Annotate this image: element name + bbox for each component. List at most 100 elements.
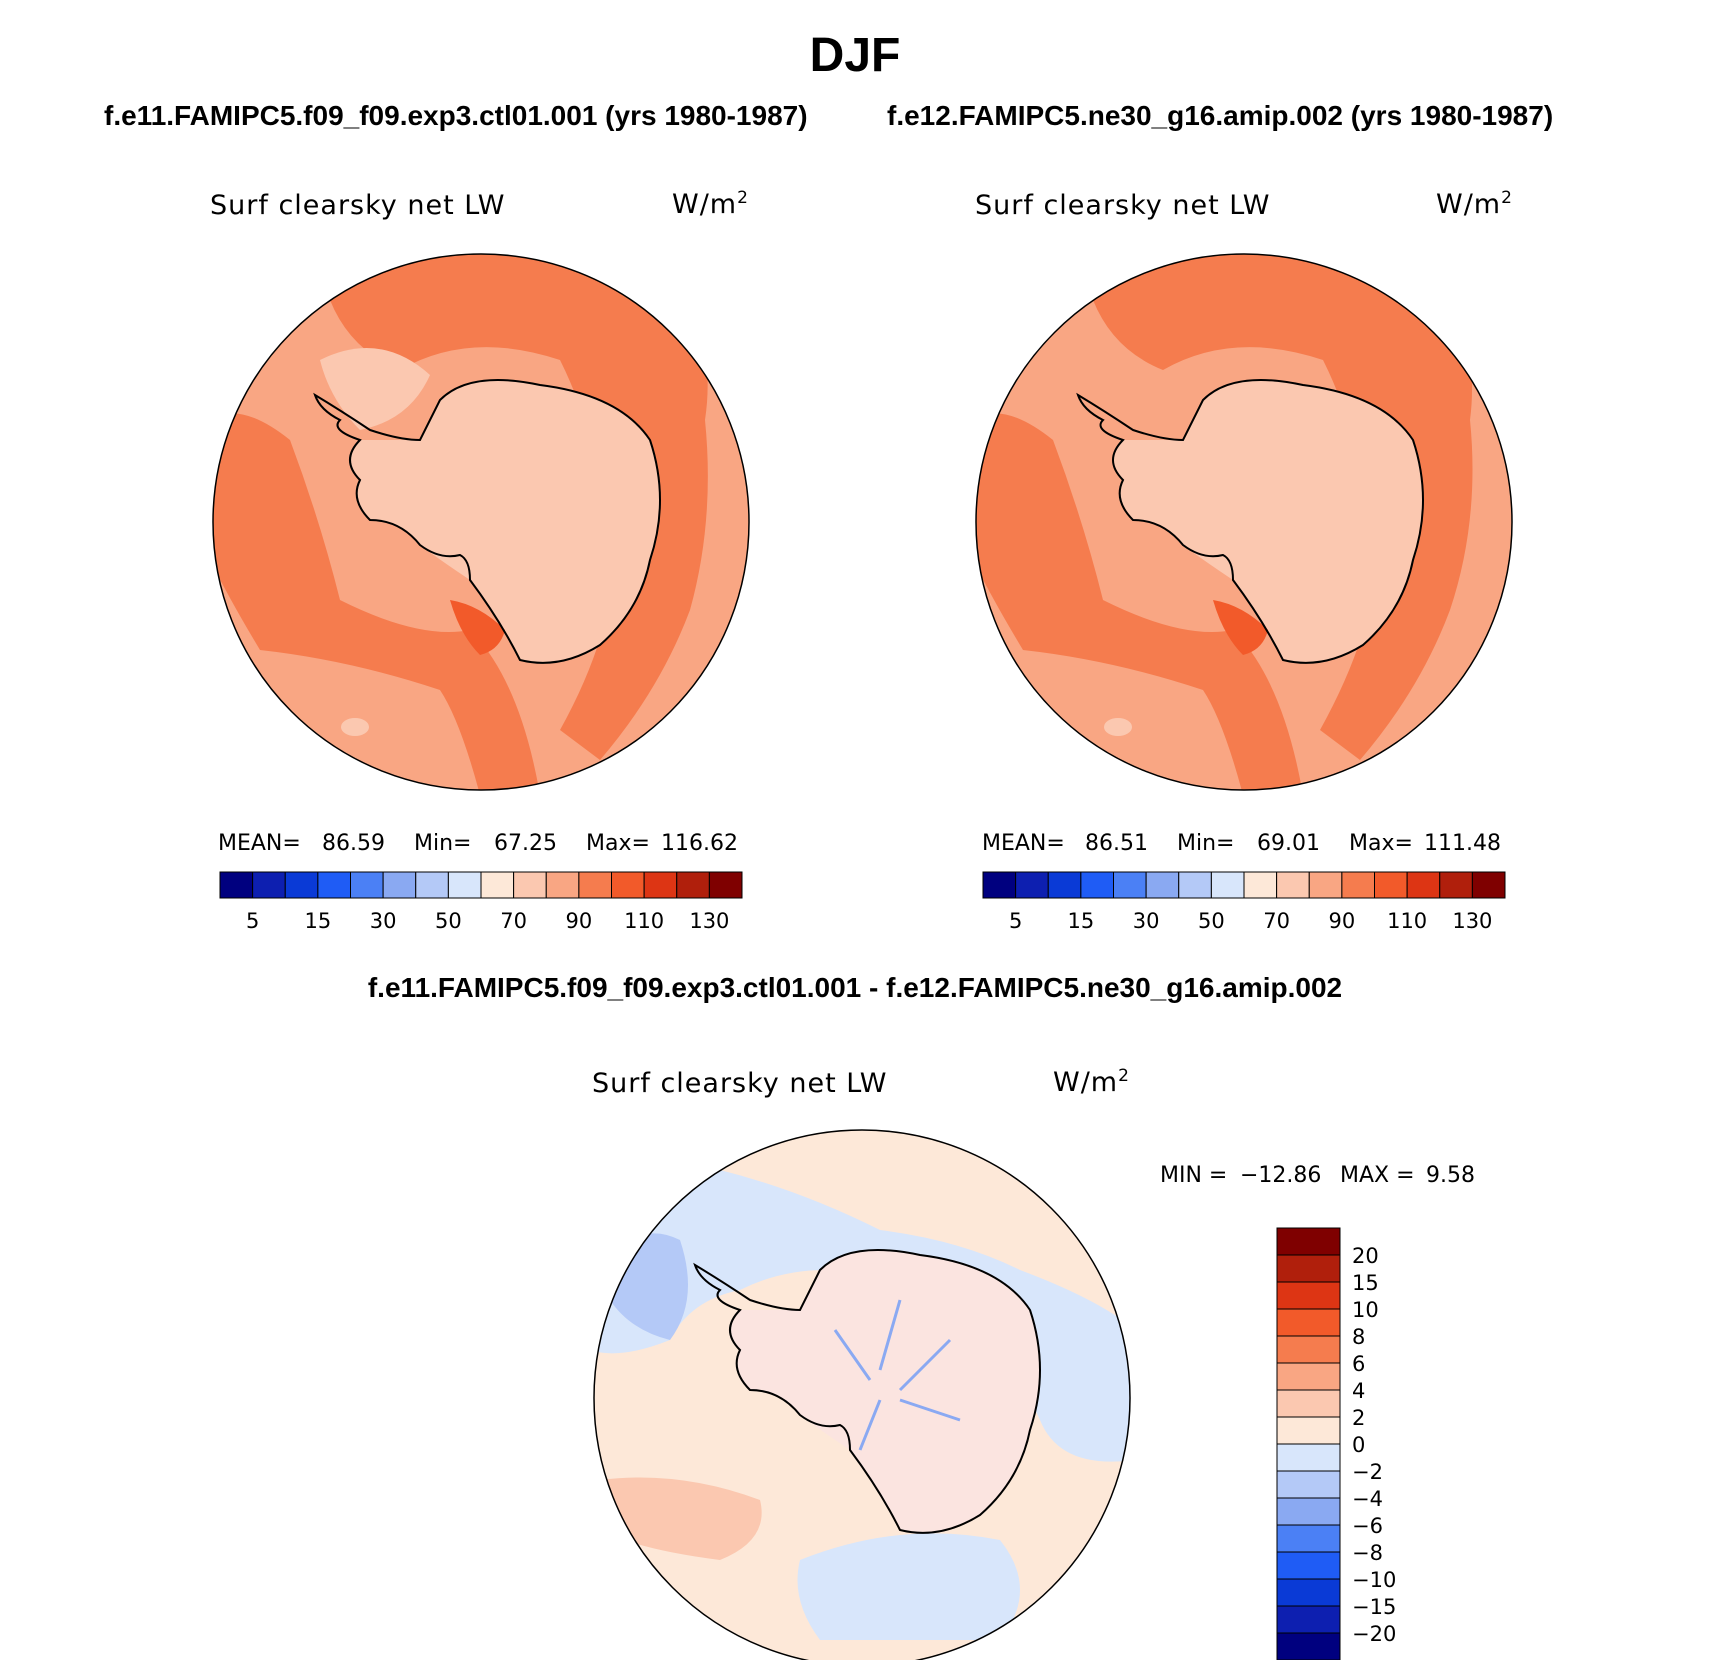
panel3-max-label: MAX = — [1340, 1163, 1415, 1188]
case2-title: f.e12.FAMIPC5.ne30_g16.amip.002 (yrs 198… — [887, 100, 1554, 131]
panel1-peninsula-zone — [320, 348, 430, 430]
panel1-colorbar-tick-label: 15 — [305, 909, 332, 933]
panel3-colorbar-tick-label: −8 — [1352, 1541, 1383, 1565]
panel2-colorbar-swatch — [982, 871, 1017, 899]
panel1-min-label: Min= — [414, 831, 472, 856]
panel3-colorbar-tick-label: 15 — [1352, 1271, 1379, 1295]
panel2-max-label: Max= — [1349, 831, 1413, 856]
panel2-mean-value: 86.51 — [1085, 831, 1148, 856]
panel2-colorbar-tick-label: 70 — [1263, 909, 1290, 933]
panel1-colorbar-tick-label: 30 — [370, 909, 397, 933]
panel2-map-border — [975, 253, 1513, 791]
panel2-map — [975, 253, 1513, 791]
panel2-min-value: 69.01 — [1257, 831, 1320, 856]
panel3-min-label: MIN = — [1160, 1163, 1228, 1188]
panel1-max-label: Max= — [586, 831, 650, 856]
panel1-colorbar-swatch — [382, 871, 417, 899]
panel2-colorbar-tick-label: 90 — [1329, 909, 1356, 933]
panel3-colorbar-swatch — [1276, 1389, 1341, 1418]
panel2-colorbar-tick-label: 110 — [1387, 909, 1427, 933]
panel1-colorbar: 5 15 30 50 70 90 110 130 — [219, 871, 743, 933]
panel1-colorbar-swatch — [676, 871, 710, 899]
panel3-antarctica-field — [730, 1250, 1040, 1533]
panel3-colorbar-swatch — [1276, 1416, 1341, 1445]
panel1-colorbar-swatch — [317, 871, 351, 899]
panel2-min-label: Min= — [1177, 831, 1235, 856]
panel1-mean-label: MEAN= — [218, 831, 301, 856]
panel3-colorbar-tick-label: 2 — [1352, 1406, 1365, 1430]
panel2-colorbar-swatch — [1308, 871, 1343, 899]
panel3-colorbar-swatch — [1276, 1227, 1341, 1256]
panel3-units: W/m2 — [1053, 1066, 1130, 1098]
panel3-map — [593, 1129, 1131, 1660]
panel2-colorbar-swatch — [1374, 871, 1408, 899]
panel1-colorbar-swatch — [252, 871, 286, 899]
panel1-colorbar-swatch — [513, 871, 547, 899]
panel3-colorbar-swatch — [1276, 1524, 1341, 1553]
panel1-colorbar-swatch — [350, 871, 384, 899]
panel2-colorbar-swatch — [1406, 871, 1441, 899]
panel2-units: W/m2 — [1436, 188, 1513, 220]
panel2-colorbar-swatch — [1145, 871, 1180, 899]
panel3-colorbar-tick-label: −4 — [1352, 1487, 1383, 1511]
panel2-coastline — [1076, 379, 1424, 664]
panel1-colorbar-swatch — [708, 871, 743, 899]
panel3-coastline — [693, 1249, 1041, 1534]
panel1-ring-west — [213, 413, 540, 790]
panel1-mean-value: 86.59 — [322, 831, 385, 856]
panel2-colorbar-tick-label: 5 — [1009, 909, 1022, 933]
panel2-colorbar: 5 15 30 50 70 90 110 130 — [982, 871, 1506, 933]
panel3-colorbar-tick-label: −6 — [1352, 1514, 1383, 1538]
panel1-colorbar-swatch — [219, 871, 254, 899]
panel3-colorbar-tick-label: −20 — [1352, 1622, 1396, 1646]
panel3-negative-south — [797, 1533, 1020, 1640]
panel1-colorbar-swatch — [415, 871, 449, 899]
panel3-noise-streaks — [833, 1299, 961, 1451]
panel2-colorbar-swatch — [1243, 871, 1278, 899]
panel1-colorbar-tick-label: 110 — [624, 909, 664, 933]
panel2-ring-east — [1093, 254, 1473, 760]
panel1-colorbar-swatch — [447, 871, 482, 899]
panel1-colorbar-swatch — [643, 871, 678, 899]
panel3-colorbar-swatch — [1276, 1281, 1341, 1310]
panel1-patch — [341, 718, 369, 736]
panel2-max-value: 111.48 — [1424, 831, 1501, 856]
case1-title: f.e11.FAMIPC5.f09_f09.exp3.ctl01.001 (yr… — [104, 100, 808, 131]
panel3-colorbar-tick-label: −2 — [1352, 1460, 1383, 1484]
panel1-max-value: 116.62 — [661, 831, 738, 856]
panel3-colorbar-tick-label: −10 — [1352, 1568, 1396, 1592]
panel1-colorbar-tick-label: 50 — [435, 909, 462, 933]
panel2-colorbar-swatch — [1113, 871, 1147, 899]
panel3-colorbar-tick-label: 10 — [1352, 1298, 1379, 1322]
panel3-colorbar-swatch — [1276, 1362, 1341, 1391]
panel2-colorbar-swatch — [1210, 871, 1245, 899]
panel3-colorbar-swatch — [1276, 1551, 1341, 1580]
panel2-colorbar-swatch — [1471, 871, 1506, 899]
difference-title: f.e11.FAMIPC5.f09_f09.exp3.ctl01.001 - f… — [367, 972, 1343, 1003]
panel2-colorbar-swatch — [1080, 871, 1114, 899]
panel1-colorbar-tick-label: 90 — [566, 909, 593, 933]
panel3-colorbar-swatch — [1276, 1578, 1341, 1607]
panel2-ring-west — [976, 413, 1303, 790]
panel2-colorbar-tick-label: 130 — [1452, 909, 1492, 933]
panel3-negative-zone — [594, 1156, 1130, 1462]
panel3-positive-west — [600, 1477, 762, 1560]
panel3-colorbar-swatch — [1276, 1605, 1341, 1634]
panel2-colorbar-swatch — [1015, 871, 1049, 899]
panel1-coastline — [313, 379, 661, 664]
panel3-colorbar-swatch — [1276, 1335, 1341, 1364]
panel1-units: W/m2 — [672, 188, 749, 220]
panel3-max-value: 9.58 — [1426, 1163, 1475, 1188]
figure-title: DJF — [809, 29, 901, 82]
panel2-patch — [1104, 718, 1132, 736]
panel1-colorbar-swatch — [545, 871, 580, 899]
panel1-colorbar-swatch — [578, 871, 612, 899]
panel3-colorbar-swatch — [1276, 1443, 1341, 1472]
panel2-colorbar-swatch — [1341, 871, 1375, 899]
panel2-ross-max — [1213, 600, 1268, 655]
panel1-min-value: 67.25 — [494, 831, 557, 856]
panel2-colorbar-swatch — [1178, 871, 1212, 899]
panel1-antarctica-field — [350, 380, 660, 663]
panel1-colorbar-swatch — [480, 871, 515, 899]
